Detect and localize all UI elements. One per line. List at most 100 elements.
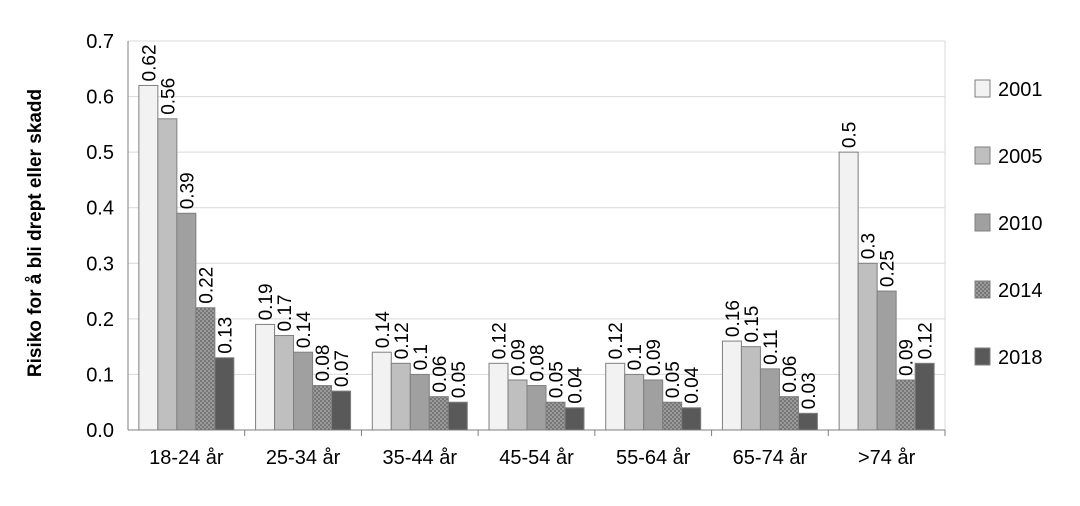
y-tick-label: 0.6	[86, 87, 114, 109]
bar	[274, 335, 295, 431]
bar	[293, 351, 314, 431]
legend-label: 2010	[998, 213, 1043, 235]
data-label: 0.09	[644, 339, 665, 376]
bar	[138, 84, 159, 431]
bar	[526, 385, 547, 431]
legend-swatch	[974, 79, 991, 98]
data-label: 0.08	[528, 345, 549, 382]
y-axis-title: Risiko for å bli drept eller skadd	[25, 89, 46, 377]
legend-swatch	[974, 280, 991, 299]
data-label: 0.19	[256, 283, 277, 320]
data-label: 0.11	[761, 329, 782, 365]
x-tick-label: 65-74 år	[733, 447, 808, 469]
bar	[838, 151, 859, 431]
data-label: 0.03	[799, 372, 820, 409]
bar	[507, 379, 528, 431]
data-label: 0.16	[723, 300, 744, 337]
data-label: 0.56	[158, 78, 179, 115]
data-label: 0.04	[682, 366, 703, 403]
bar	[914, 362, 935, 431]
data-label: 0.12	[916, 322, 937, 359]
bar	[195, 307, 216, 431]
y-tick-label: 0.1	[86, 364, 114, 386]
bar	[545, 401, 566, 431]
data-label: 0.12	[392, 322, 413, 359]
bar	[255, 323, 276, 431]
data-label: 0.1	[411, 344, 432, 370]
bar	[797, 412, 818, 431]
data-label: 0.04	[566, 366, 587, 403]
legend-swatch	[974, 347, 991, 366]
bar	[721, 340, 742, 431]
bar	[176, 212, 197, 431]
data-label: 0.22	[196, 267, 217, 304]
bar	[759, 368, 780, 431]
data-label: 0.06	[430, 356, 451, 393]
data-label: 0.09	[897, 339, 918, 376]
y-tick-label: 0.3	[86, 253, 114, 275]
legend-label: 2014	[998, 280, 1043, 302]
bar	[390, 362, 411, 431]
bar	[428, 396, 449, 431]
bar	[488, 362, 509, 431]
data-labels: 0.620.560.390.220.130.190.170.140.080.07…	[139, 44, 936, 409]
data-label: 0.62	[139, 44, 160, 81]
bar	[214, 357, 235, 431]
data-label: 0.14	[373, 311, 394, 348]
legend: 2001 2005 2010 2014 2018	[974, 79, 1043, 369]
bar	[876, 290, 897, 431]
data-label: 0.25	[878, 250, 899, 287]
bar	[778, 396, 799, 431]
data-label: 0.12	[606, 322, 627, 359]
bar	[857, 262, 878, 431]
data-label: 0.5	[840, 122, 861, 148]
legend-label: 2001	[998, 79, 1043, 101]
data-label: 0.05	[449, 361, 470, 398]
legend-label: 2005	[998, 146, 1043, 168]
bar	[312, 385, 333, 431]
data-label: 0.05	[663, 361, 684, 398]
data-label: 0.17	[275, 295, 296, 332]
data-label: 0.14	[294, 311, 315, 348]
y-tick-label: 0.0	[86, 420, 114, 442]
y-tick-label: 0.7	[86, 31, 114, 53]
axes: 0.0 0.1 0.2 0.3 0.4 0.5 0.6 0.7 18-24 år 25-34 år…	[86, 31, 946, 469]
data-label: 0.1	[625, 344, 646, 370]
bar	[157, 118, 178, 431]
data-label: 0.12	[490, 322, 511, 359]
bar	[740, 346, 761, 431]
x-tick-label: 55-64 år	[616, 447, 691, 469]
data-label: 0.39	[177, 172, 198, 209]
bar	[371, 351, 392, 431]
bar	[447, 401, 468, 431]
bar	[605, 362, 626, 431]
data-label: 0.08	[313, 345, 334, 382]
x-tick-label: 25-34 år	[266, 447, 341, 469]
y-tick-label: 0.2	[86, 309, 114, 331]
bar	[409, 373, 430, 431]
bar	[624, 373, 645, 431]
data-label: 0.13	[215, 317, 236, 354]
bar	[564, 407, 585, 431]
bar	[331, 390, 352, 431]
data-label: 0.06	[780, 356, 801, 393]
bar	[895, 379, 916, 431]
x-tick-label: 45-54 år	[499, 447, 574, 469]
legend-swatch	[974, 146, 991, 165]
y-tick-label: 0.4	[86, 198, 114, 220]
data-label: 0.3	[859, 233, 880, 259]
x-tick-label: 35-44 år	[383, 447, 458, 469]
data-label: 0.15	[742, 306, 763, 343]
data-label: 0.09	[509, 339, 530, 376]
data-label: 0.05	[547, 361, 568, 398]
bar	[643, 379, 664, 431]
x-tick-label: >74 år	[858, 447, 916, 469]
x-tick-label: 18-24 år	[149, 447, 224, 469]
grid	[128, 40, 946, 430]
bar	[681, 407, 702, 431]
legend-swatch	[974, 213, 991, 232]
y-tick-label: 0.5	[86, 142, 114, 164]
legend-label: 2018	[998, 347, 1043, 369]
